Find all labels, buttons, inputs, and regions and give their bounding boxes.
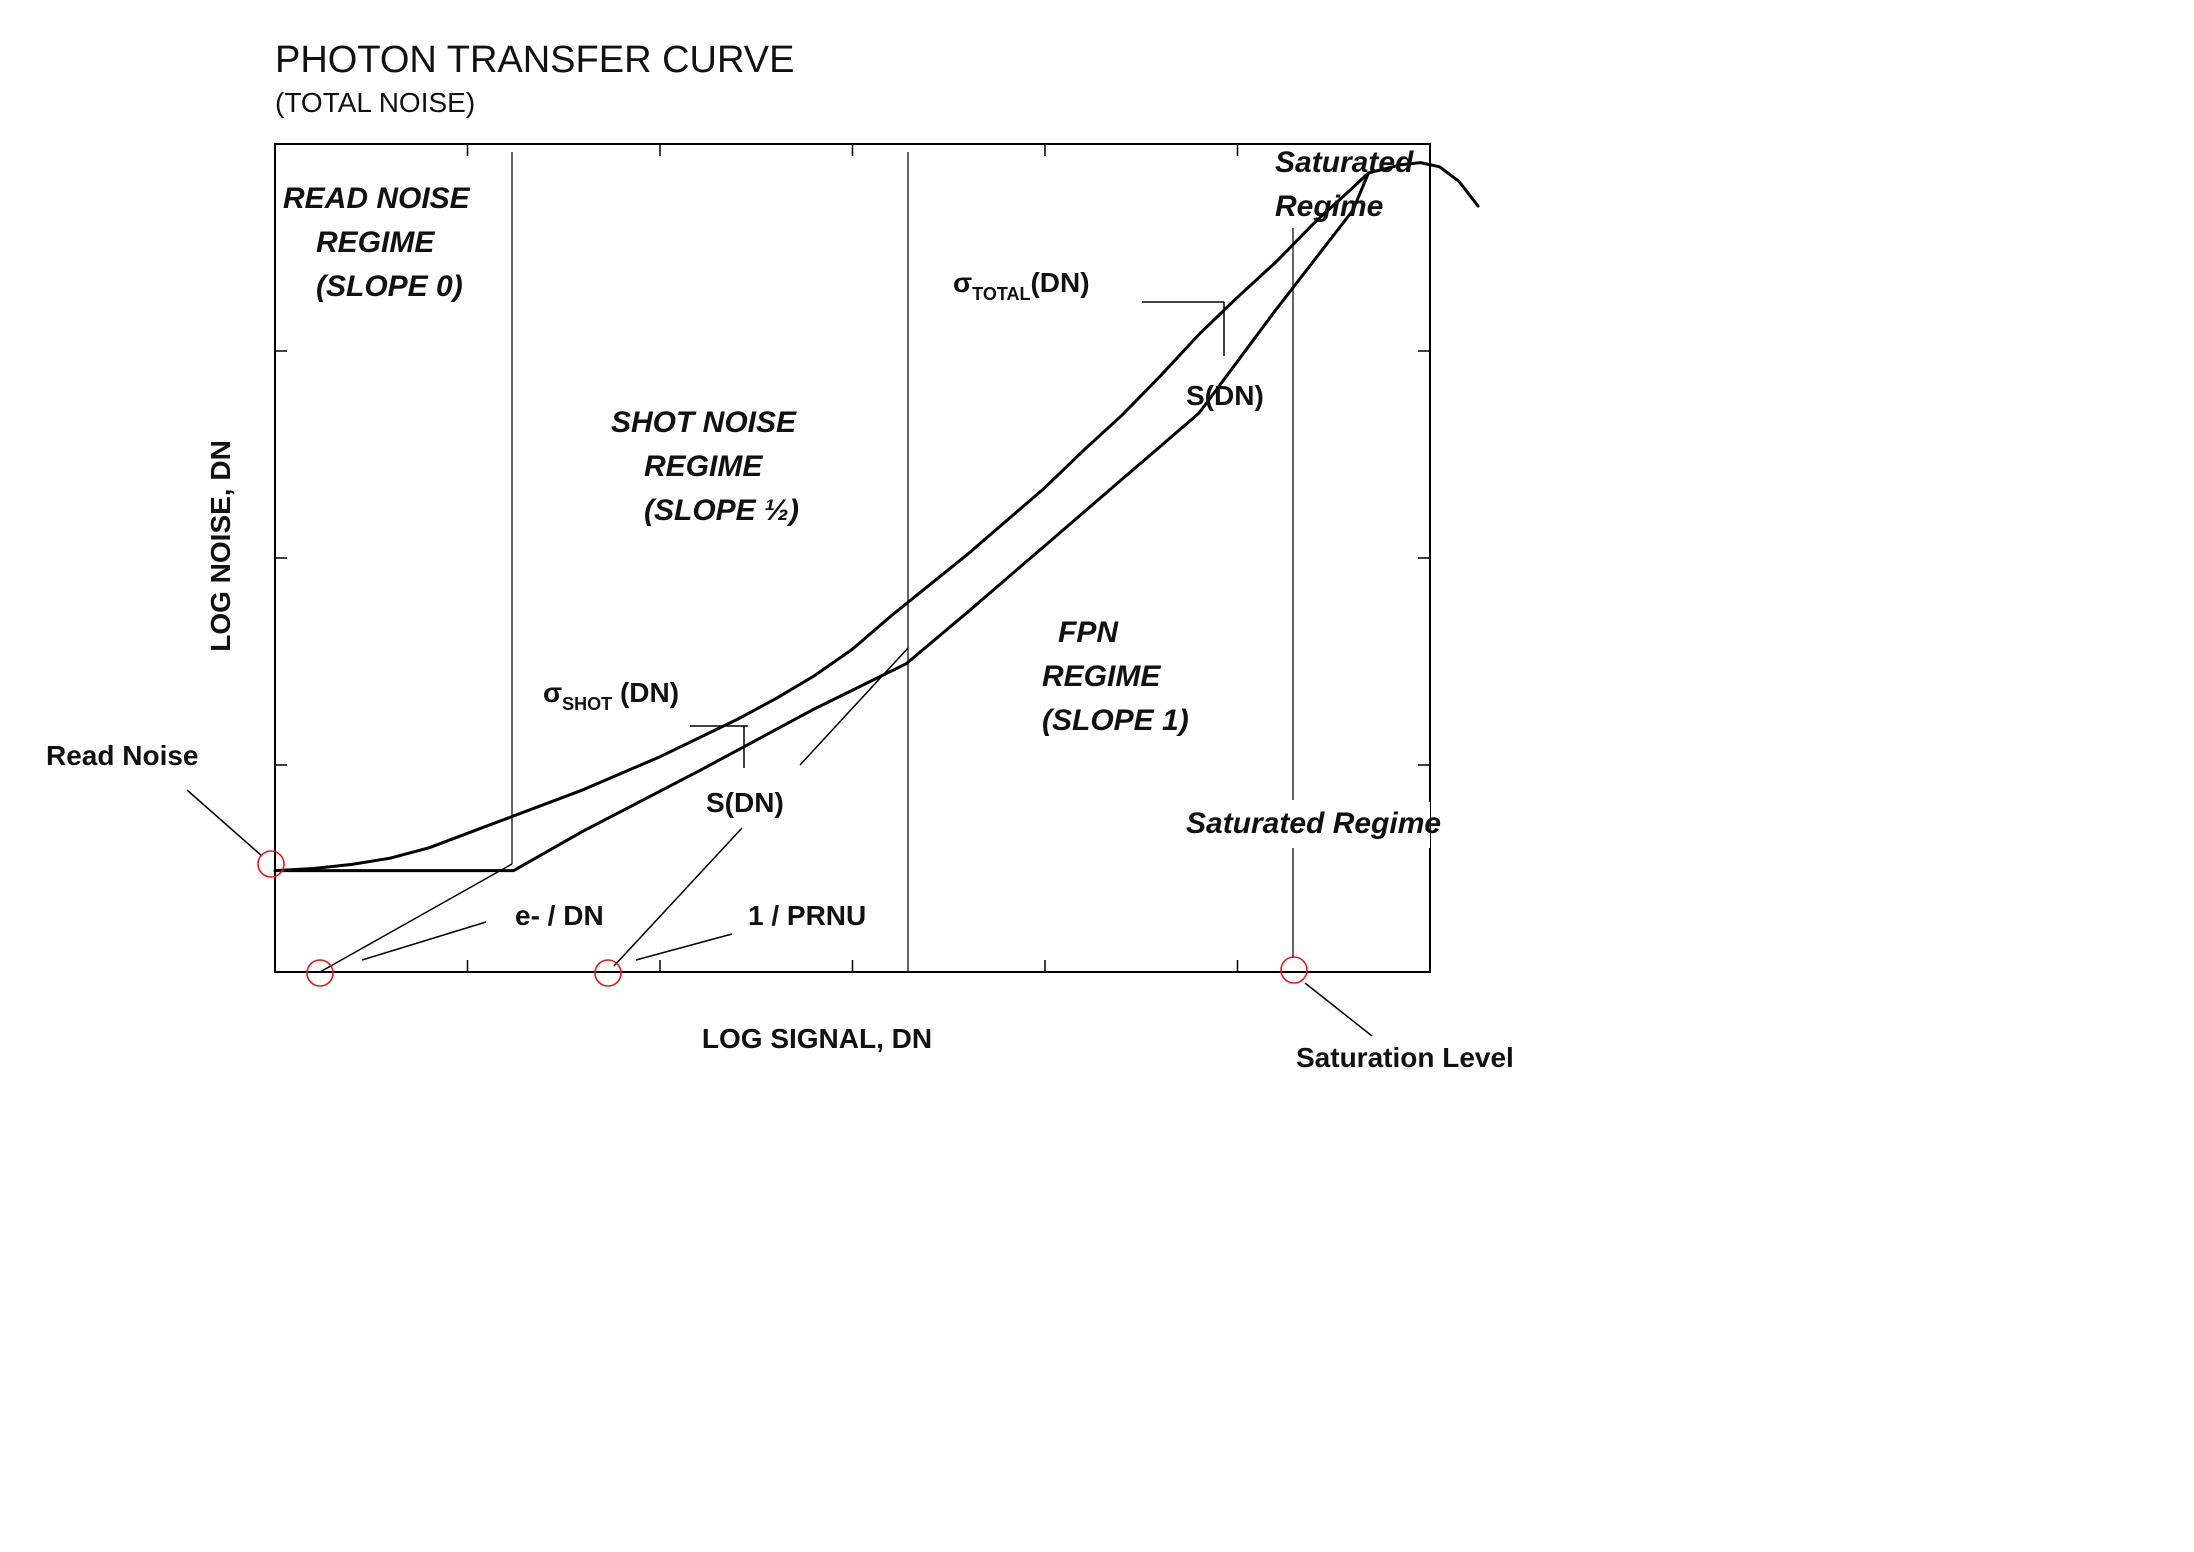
e-per-dn-label: e- / DN <box>515 900 604 931</box>
prnu-marker <box>594 959 622 987</box>
read-noise-leader <box>186 789 263 857</box>
curve-group <box>273 161 1480 873</box>
sigma-shot-label: σSHOT (DN) <box>543 677 679 714</box>
total-noise-curve <box>273 161 1480 873</box>
s-dn-upper-label: S(DN) <box>1186 380 1264 411</box>
prnu-leader <box>635 933 733 961</box>
one-over-prnu-label: 1 / PRNU <box>748 900 866 931</box>
sigma-total-label: σTOTAL(DN) <box>953 267 1090 304</box>
read-noise-regime-label: READ NOISE REGIME (SLOPE 0) <box>283 182 478 303</box>
axis-ticks <box>275 144 1430 972</box>
read-noise-label: Read Noise <box>46 740 199 771</box>
saturation-level-leader <box>1304 982 1373 1037</box>
saturated-regime-label-backdrop <box>1168 802 1430 848</box>
s-dn-lower-label: S(DN) <box>706 787 784 818</box>
s-dn-leader <box>613 827 743 967</box>
shot-extrapolation-line <box>319 863 513 973</box>
read-noise-marker <box>257 850 285 878</box>
saturated-regime-top-label: Saturated Regime <box>1275 146 1422 223</box>
e-per-dn-marker <box>306 959 334 987</box>
component-noise-curve <box>273 171 1370 873</box>
chart-subtitle: (TOTAL NOISE) <box>275 87 475 118</box>
photon-transfer-chart: PHOTON TRANSFER CURVE (TOTAL NOISE) READ… <box>46 39 1514 1073</box>
saturation-level-label: Saturation Level <box>1296 1042 1514 1073</box>
saturation-level-marker <box>1280 956 1308 984</box>
saturated-regime-bottom-label: Saturated Regime <box>1186 807 1441 840</box>
shot-noise-regime-label: SHOT NOISE REGIME (SLOPE ½) <box>611 406 804 527</box>
y-axis-label: LOG NOISE, DN <box>205 440 236 652</box>
chart-svg: PHOTON TRANSFER CURVE (TOTAL NOISE) READ… <box>46 39 1514 1073</box>
fpn-extrapolation-line <box>799 647 909 766</box>
chart-title: PHOTON TRANSFER CURVE <box>275 39 794 81</box>
fpn-regime-label: FPN REGIME (SLOPE 1) <box>1042 616 1189 737</box>
x-axis-label: LOG SIGNAL, DN <box>702 1023 932 1054</box>
e-per-dn-leader <box>361 921 487 961</box>
